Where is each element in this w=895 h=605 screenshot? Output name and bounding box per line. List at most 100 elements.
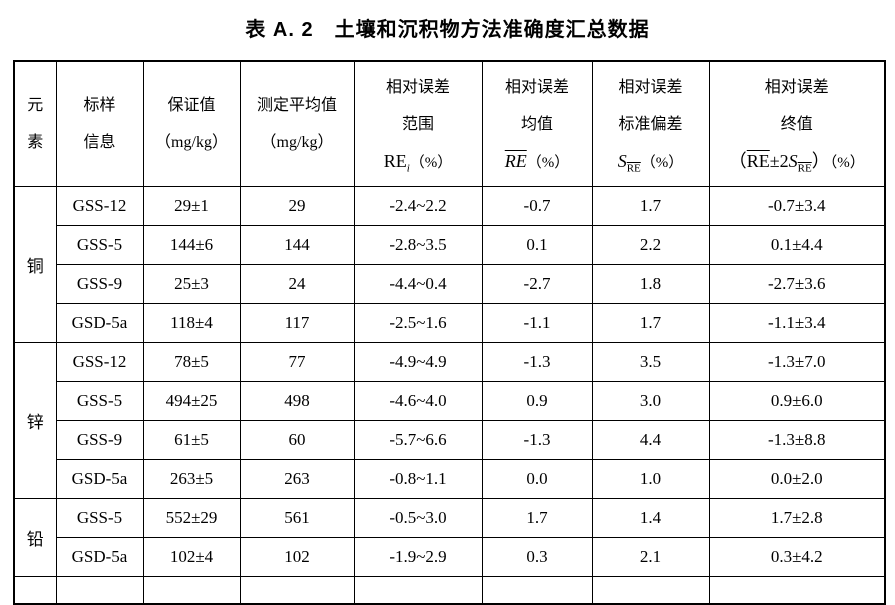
header-re-sd-line1: 相对误差	[618, 78, 683, 96]
final-cell: -1.3±7.0	[708, 342, 886, 382]
certified-cell: 61±5	[142, 420, 241, 460]
header-certified: 保证值 （mg/kg）	[142, 60, 241, 187]
re-final-s: S	[788, 150, 798, 171]
header-re-mean: 相对误差 均值 RE（%）	[481, 60, 593, 187]
header-sample: 标样 信息	[55, 60, 144, 187]
mean-cell: -2.7	[481, 264, 593, 304]
re-final-unit: （%）	[829, 154, 865, 171]
certified-cell: 78±5	[142, 342, 241, 382]
certified-cell: 144±6	[142, 225, 241, 265]
mean-cell: -1.3	[481, 420, 593, 460]
re-mean-unit: （%）	[526, 154, 570, 171]
re-final-pm: ±2	[769, 150, 789, 171]
range-cell: -1.9~2.9	[353, 537, 483, 577]
mean-cell: -1.1	[481, 303, 593, 343]
table-row: 铜 GSS-12 29±1 29 -2.4~2.2 -0.7 1.7 -0.7±3.4	[13, 186, 886, 343]
table-row-partial	[13, 576, 886, 605]
range-cell: -0.8~1.1	[353, 459, 483, 499]
empty-cell	[13, 576, 57, 605]
header-re-mean-line2: 均值	[520, 115, 553, 133]
certified-cell: 102±4	[142, 537, 241, 577]
header-certified-line2: （mg/kg）	[155, 134, 228, 151]
sd-cell: 3.5	[591, 342, 710, 382]
measured-cell: 24	[239, 264, 355, 304]
certified-cell: 552±29	[142, 498, 241, 538]
page-title: 表 A. 2 土壤和沉积物方法准确度汇总数据	[245, 19, 650, 41]
final-cell: 0.1±4.4	[708, 225, 886, 265]
header-sample-line1: 标样	[83, 97, 116, 114]
re-mean-formula: RE（%）	[483, 143, 591, 180]
re-i-base: RE	[383, 150, 407, 171]
header-measured-line2: （mg/kg）	[260, 134, 334, 151]
sample-cell: GSS-12	[55, 186, 144, 226]
table-body: 铜 GSS-12 29±1 29 -2.4~2.2 -0.7 1.7 -0.7±3.4 GSS-…	[13, 186, 886, 605]
final-cell: -0.7±3.4	[708, 186, 886, 226]
range-cell: -4.6~4.0	[353, 381, 483, 421]
certified-cell: 118±4	[142, 303, 241, 343]
sd-cell: 2.2	[591, 225, 710, 265]
mean-cell: -1.3	[481, 342, 593, 382]
sd-cell: 1.7	[591, 303, 710, 343]
empty-cell	[353, 576, 483, 605]
measured-cell: 60	[239, 420, 355, 460]
range-cell: -5.7~6.6	[353, 420, 483, 460]
element-cell: 铜	[13, 186, 57, 343]
final-cell: -2.7±3.6	[708, 264, 886, 304]
sample-cell: GSS-5	[55, 225, 144, 265]
final-cell: -1.1±3.4	[708, 303, 886, 343]
final-cell: -1.3±8.8	[708, 420, 886, 460]
measured-cell: 117	[239, 303, 355, 343]
header-re-mean-line1: 相对误差	[504, 78, 569, 96]
header-measured-line1: 测定平均值	[256, 97, 337, 114]
header-sample-line2: 信息	[83, 134, 116, 151]
element-cell: 铅	[13, 498, 57, 577]
header-re-range-line2: 范围	[401, 115, 434, 133]
certified-cell: 494±25	[142, 381, 241, 421]
final-cell: 0.0±2.0	[708, 459, 886, 499]
sample-cell: GSD-5a	[55, 537, 144, 577]
mean-cell: 0.1	[481, 225, 593, 265]
s-re-formula: SRE（%）	[593, 143, 708, 180]
final-cell: 0.9±6.0	[708, 381, 886, 421]
header-re-range-line1: 相对误差	[385, 78, 450, 96]
re-i-unit: （%）	[409, 154, 453, 171]
table-row: GSS-5 494±25 498 -4.6~4.0 0.9 3.0 0.9±6.0	[14, 381, 886, 421]
header-element: 元 素	[13, 60, 57, 187]
header-re-final-line1: 相对误差	[764, 78, 829, 96]
table-row: GSS-5 144±6 144 -2.8~3.5 0.1 2.2 0.1±4.4	[14, 225, 886, 265]
measured-cell: 29	[239, 186, 355, 226]
header-certified-line1: 保证值	[167, 97, 216, 114]
sample-cell: GSS-9	[55, 264, 144, 304]
measured-cell: 144	[239, 225, 355, 265]
s-re-base: S	[617, 150, 627, 171]
table-row: GSS-9 61±5 60 -5.7~6.6 -1.3 4.4 -1.3±8.8	[14, 420, 886, 460]
range-cell: -0.5~3.0	[353, 498, 483, 538]
re-i-sub: i	[406, 162, 410, 175]
measured-cell: 498	[239, 381, 355, 421]
measured-cell: 561	[239, 498, 355, 538]
re-final-s-sub: RE	[797, 162, 812, 175]
empty-cell	[55, 576, 144, 605]
table-row: 铅 GSS-5 552±29 561 -0.5~3.0 1.7 1.4 1.7±2.8	[13, 498, 886, 577]
re-final-close: ）	[811, 150, 830, 171]
sample-cell: GSS-5	[55, 498, 144, 538]
range-cell: -4.9~4.9	[353, 342, 483, 382]
header-re-final-line2: 终值	[780, 115, 813, 133]
sample-cell: GSD-5a	[55, 459, 144, 499]
certified-cell: 29±1	[142, 186, 241, 226]
table-row: GSD-5a 263±5 263 -0.8~1.1 0.0 1.0 0.0±2.0	[14, 459, 886, 499]
s-re-unit: （%）	[640, 154, 684, 171]
range-cell: -2.4~2.2	[353, 186, 483, 226]
sd-cell: 1.4	[591, 498, 710, 538]
range-cell: -2.8~3.5	[353, 225, 483, 265]
re-i-formula: REi（%）	[355, 143, 481, 180]
measured-cell: 263	[239, 459, 355, 499]
sd-cell: 1.7	[591, 186, 710, 226]
header-element-line1: 元	[27, 97, 44, 114]
header-element-line2: 素	[27, 134, 44, 151]
sd-cell: 4.4	[591, 420, 710, 460]
mean-cell: -0.7	[481, 186, 593, 226]
sd-cell: 2.1	[591, 537, 710, 577]
mean-cell: 0.9	[481, 381, 593, 421]
table-row: 锌 GSS-12 78±5 77 -4.9~4.9 -1.3 3.5 -1.3±7.0	[13, 342, 886, 499]
